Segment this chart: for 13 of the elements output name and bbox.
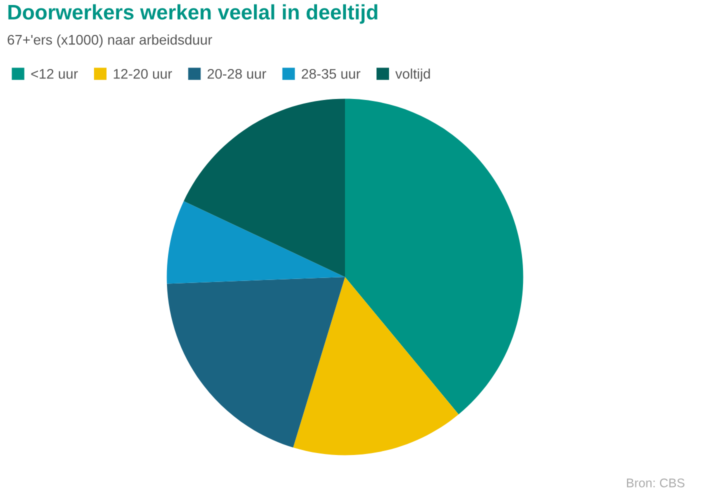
legend-label: voltijd [395, 68, 430, 82]
legend-label: 12-20 uur [114, 68, 172, 79]
pie-slice [184, 98, 345, 277]
legend-label: 28-35 uur [302, 68, 360, 79]
chart-title: Doorwerkers werken veelal in deeltijd [8, 4, 378, 24]
pie-slice [166, 277, 345, 448]
chart-subtitle: 67+'ers (x1000) naar arbeidsduur [8, 34, 212, 48]
text: Bron: CBS [626, 478, 684, 488]
pie-slice [293, 277, 459, 456]
legend-label: <12 uur [31, 68, 78, 79]
pie-slice [166, 201, 345, 284]
pie-slice [345, 98, 524, 414]
legend-label: 20-28 uur [208, 68, 266, 79]
